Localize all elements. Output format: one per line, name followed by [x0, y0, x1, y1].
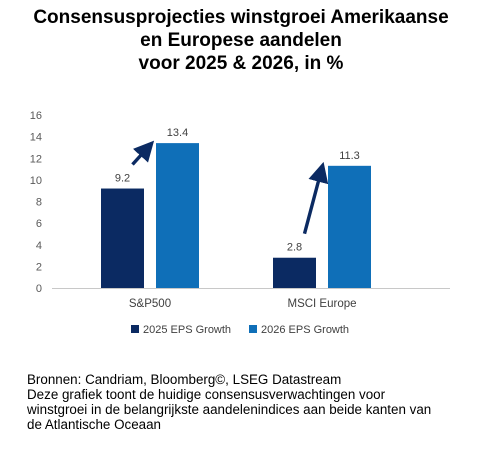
- legend: 2025 EPS Growth 2026 EPS Growth: [131, 324, 349, 336]
- data-labels: 9.2 13.4 2.8 11.3: [115, 127, 360, 254]
- source-note: Bronnen: Candriam, Bloomberg©, LSEG Data…: [27, 372, 342, 387]
- chart-title-line-2: en Europese aandelen: [140, 30, 342, 51]
- legend-label: 2025 EPS Growth: [143, 324, 231, 336]
- data-label: 2.8: [287, 242, 302, 254]
- footer-notes: Bronnen: Candriam, Bloomberg©, LSEG Data…: [27, 372, 472, 432]
- y-tick-label: 12: [30, 153, 42, 165]
- growth-arrows: [131, 140, 329, 235]
- description-line-2: winstgroei in de belangrijkste aandeleni…: [27, 402, 432, 417]
- legend-swatch: [249, 325, 257, 333]
- bars: [101, 143, 371, 288]
- chart-title-line-3: voor 2025 & 2026, in %: [138, 53, 344, 74]
- y-tick-label: 2: [36, 261, 42, 273]
- bar: [101, 188, 144, 288]
- y-tick-label: 6: [36, 218, 42, 230]
- data-label: 9.2: [115, 173, 130, 185]
- bar: [328, 165, 371, 288]
- description-line-3: de Atlantische Oceaan: [27, 417, 161, 432]
- y-tick-label: 8: [36, 197, 42, 209]
- legend-label: 2026 EPS Growth: [261, 324, 349, 336]
- chart-title: Consensusprojecties winstgroei Amerikaan…: [0, 6, 482, 75]
- data-label: 13.4: [167, 127, 188, 139]
- legend-swatch: [131, 325, 139, 333]
- chart-title-line-1: Consensusprojecties winstgroei Amerikaan…: [33, 7, 449, 28]
- x-axis-categories: S&P500 MSCI Europe: [129, 298, 357, 310]
- growth-arrow: [302, 161, 329, 235]
- y-tick-label: 4: [36, 240, 42, 252]
- y-tick-label: 14: [30, 132, 42, 144]
- category-label: MSCI Europe: [287, 298, 356, 310]
- y-tick-label: 0: [36, 283, 42, 295]
- growth-arrow: [131, 140, 155, 166]
- category-label: S&P500: [129, 298, 171, 310]
- bar: [273, 257, 316, 288]
- data-label: 11.3: [339, 150, 360, 162]
- bar: [156, 143, 199, 288]
- y-tick-label: 10: [30, 175, 42, 187]
- y-tick-label: 16: [30, 110, 42, 122]
- description-line-1: Deze grafiek toont de huidige consensusv…: [27, 387, 386, 402]
- y-axis-ticks: 0 2 4 6 8 10 12 14 16: [30, 110, 42, 295]
